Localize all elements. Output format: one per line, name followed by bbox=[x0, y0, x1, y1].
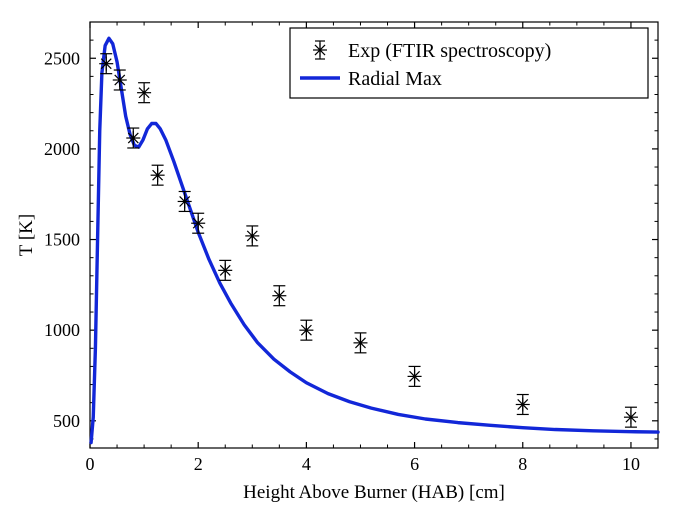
legend bbox=[290, 28, 648, 98]
exp-marker bbox=[99, 57, 113, 71]
exp-marker bbox=[126, 131, 140, 145]
exp-marker bbox=[408, 369, 422, 383]
legend-label-exp: Exp (FTIR spectroscopy) bbox=[348, 40, 551, 62]
x-tick-label: 2 bbox=[194, 454, 203, 474]
y-axis-label: T [K] bbox=[16, 214, 37, 256]
exp-marker bbox=[113, 73, 127, 87]
y-tick-label: 1500 bbox=[44, 230, 80, 250]
x-tick-label: 10 bbox=[622, 454, 640, 474]
chart-svg: 0 2 4 6 8 10 Height Above Burner (HAB) [cm] 500… bbox=[0, 0, 685, 516]
x-tick-label: 8 bbox=[518, 454, 527, 474]
exp-marker bbox=[151, 168, 165, 182]
exp-marker bbox=[272, 289, 286, 303]
y-tick-label: 2000 bbox=[44, 139, 80, 159]
y-tick-label: 500 bbox=[53, 411, 80, 431]
y-tick-label: 1000 bbox=[44, 320, 80, 340]
y-tick-label: 2500 bbox=[44, 48, 80, 68]
exp-marker bbox=[178, 194, 192, 208]
x-tick-label: 0 bbox=[86, 454, 95, 474]
exp-marker bbox=[137, 86, 151, 100]
exp-marker bbox=[245, 229, 259, 243]
exp-marker bbox=[218, 263, 232, 277]
exp-marker bbox=[624, 410, 638, 424]
legend-label-line: Radial Max bbox=[348, 68, 442, 90]
x-tick-label: 4 bbox=[302, 454, 311, 474]
exp-marker bbox=[299, 323, 313, 337]
x-tick-label: 6 bbox=[410, 454, 419, 474]
exp-marker bbox=[191, 216, 205, 230]
exp-marker bbox=[313, 43, 327, 57]
temperature-vs-hab-chart: 0 2 4 6 8 10 Height Above Burner (HAB) [cm] 500… bbox=[0, 0, 685, 516]
x-axis-label: Height Above Burner (HAB) [cm] bbox=[243, 482, 505, 503]
radial-max-line bbox=[91, 38, 658, 442]
exp-marker bbox=[516, 397, 530, 411]
exp-marker bbox=[353, 336, 367, 350]
exp-series bbox=[99, 54, 638, 427]
